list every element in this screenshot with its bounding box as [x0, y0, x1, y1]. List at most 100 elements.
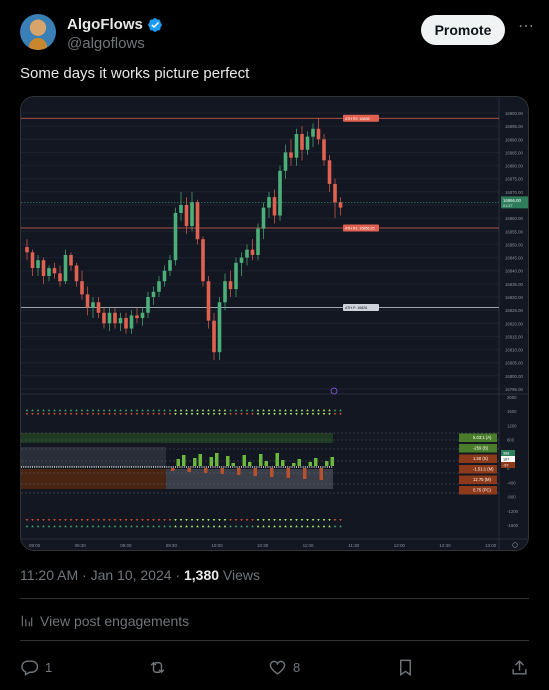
signal-triangle	[262, 519, 265, 522]
retweet-button[interactable]	[148, 658, 173, 677]
bookmark-button[interactable]	[396, 658, 415, 677]
signal-triangle	[256, 413, 260, 416]
level-tag	[343, 304, 379, 312]
signal-triangle	[163, 525, 166, 528]
candle-body	[85, 294, 90, 308]
signal-triangle	[58, 519, 62, 522]
reply-count: 1	[45, 659, 53, 675]
signal-triangle	[152, 413, 155, 416]
histogram-bar	[325, 461, 329, 466]
signal-triangle	[240, 409, 243, 412]
signal-triangle	[322, 409, 326, 412]
signal-triangle	[339, 413, 342, 416]
price-tick-label: 16820.00	[505, 321, 524, 326]
price-tick-label: 16895.00	[505, 124, 524, 129]
signal-triangle	[317, 409, 320, 412]
like-count: 8	[292, 659, 301, 675]
signal-triangle	[229, 519, 232, 522]
signal-triangle	[284, 413, 287, 416]
signal-triangle	[306, 525, 309, 528]
signal-triangle	[97, 519, 100, 522]
avatar[interactable]	[20, 14, 56, 50]
candle-body	[212, 320, 216, 353]
candle-body	[305, 136, 310, 150]
signal-triangle	[113, 413, 117, 416]
signal-triangle	[25, 413, 29, 416]
signal-triangle	[75, 409, 78, 412]
signal-triangle	[201, 409, 205, 412]
analytics-icon	[21, 615, 33, 627]
signal-triangle	[124, 409, 128, 412]
candle-body	[228, 281, 233, 290]
author-handle[interactable]: @algoflows	[67, 35, 145, 52]
signal-triangle	[102, 413, 106, 416]
signal-triangle	[201, 519, 205, 522]
indicator-side-box	[501, 456, 515, 462]
signal-triangle	[146, 519, 150, 522]
signal-triangle	[58, 409, 62, 412]
share-button[interactable]	[510, 658, 529, 677]
candle-body	[146, 297, 150, 313]
tweet-media-chart[interactable]: 16900.00 16895.00 16890.00 16885.00 16880.00…	[20, 96, 529, 551]
post-time[interactable]: 11:20 AM	[20, 567, 79, 583]
signal-triangle	[245, 413, 249, 416]
time-tick-label: 10:30	[257, 543, 269, 548]
signal-triangle	[130, 413, 133, 416]
signal-triangle	[245, 519, 249, 522]
histogram-bar	[270, 468, 274, 477]
signal-triangle	[64, 525, 67, 528]
candle-body	[223, 281, 227, 303]
candle-body	[173, 212, 178, 261]
price-tick-label: 16840.00	[505, 269, 524, 274]
signal-triangle	[256, 519, 260, 522]
signal-triangle	[36, 409, 40, 412]
signal-triangle	[190, 409, 194, 412]
candle-body	[36, 260, 40, 269]
indicator-label-box	[459, 465, 497, 474]
candle-body	[245, 249, 249, 258]
histogram-bar	[248, 462, 252, 466]
histogram-bar	[193, 458, 197, 466]
candle-body	[162, 270, 167, 282]
post-meta: 11:20 AM · Jan 10, 2024 · 1,380 Views	[20, 567, 260, 583]
candle-body	[63, 254, 68, 282]
signal-triangle	[322, 413, 326, 416]
histogram-bar	[292, 463, 296, 466]
post-date[interactable]: Jan 10, 2024	[90, 567, 172, 583]
signal-triangle	[168, 409, 172, 412]
indicator-tick-label: -800	[507, 495, 516, 500]
candle-body	[91, 302, 95, 308]
indicator-label-box	[459, 444, 497, 453]
signal-triangle	[256, 409, 260, 412]
candle-body	[47, 268, 51, 276]
indicator-band-gray2	[166, 469, 333, 489]
signal-triangle	[311, 525, 315, 528]
signal-triangle	[174, 409, 177, 412]
more-options-icon[interactable]: ⋯	[518, 18, 534, 35]
indicator-tick-label: 1200	[507, 423, 517, 428]
signal-triangle	[185, 409, 188, 412]
author-name[interactable]: AlgoFlows	[67, 16, 143, 33]
engagements-label[interactable]: View post engagements	[40, 613, 190, 629]
signal-triangle	[212, 409, 216, 412]
histogram-bar	[253, 468, 257, 476]
current-price-value: 16866.00	[503, 198, 522, 203]
author-name-row[interactable]: AlgoFlows	[67, 16, 163, 33]
signal-triangle	[245, 409, 249, 412]
signal-triangle	[141, 413, 144, 416]
view-engagements-link[interactable]: View post engagements	[20, 613, 189, 629]
like-button[interactable]: 8	[268, 658, 300, 677]
signal-triangle	[25, 519, 29, 522]
signal-triangle	[328, 413, 331, 416]
indicator-side-value: 187	[503, 458, 509, 462]
promote-button[interactable]: Promote	[421, 15, 505, 45]
indicator-tick-label: -400	[507, 480, 516, 485]
histogram-bar	[314, 458, 318, 466]
reply-button[interactable]: 1	[20, 658, 52, 677]
signal-triangle	[179, 519, 183, 522]
signal-triangle	[267, 519, 271, 522]
view-count: 1,380	[184, 567, 220, 583]
signal-triangle	[284, 525, 287, 528]
signal-triangle	[201, 413, 205, 416]
candle-body	[338, 202, 343, 208]
